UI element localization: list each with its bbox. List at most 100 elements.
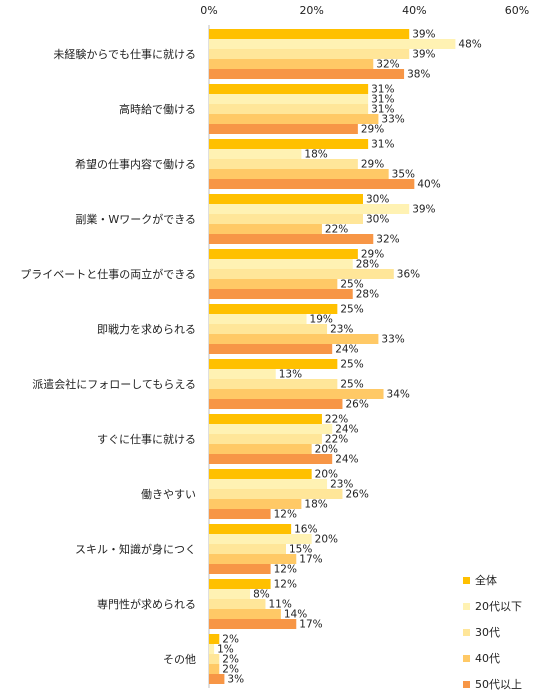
data-label: 30% (366, 214, 389, 226)
bar (209, 84, 369, 94)
legend-swatch (463, 681, 470, 688)
bar (209, 334, 379, 344)
bar (209, 49, 410, 59)
data-label: 17% (299, 554, 322, 566)
bar (209, 644, 215, 654)
data-label: 48% (458, 39, 481, 51)
bar (209, 179, 415, 189)
bar (209, 554, 297, 564)
bar (209, 599, 266, 609)
legend-swatch (463, 577, 470, 584)
bar (209, 224, 322, 234)
data-label: 31% (371, 94, 394, 106)
data-label: 19% (310, 314, 333, 326)
data-label: 32% (376, 59, 399, 71)
bar (209, 379, 338, 389)
data-label: 18% (304, 149, 327, 161)
bar (209, 634, 220, 644)
data-label: 39% (412, 29, 435, 41)
bar (209, 114, 379, 124)
data-label: 33% (381, 334, 404, 346)
x-tick-label: 0% (200, 4, 217, 17)
legend-label: 20代以下 (475, 600, 522, 613)
data-label: 34% (387, 389, 410, 401)
data-label: 28% (356, 289, 379, 301)
data-label: 26% (345, 489, 368, 501)
data-label: 31% (371, 139, 394, 151)
data-label: 12% (274, 509, 297, 521)
bar (209, 344, 333, 354)
bar (209, 359, 338, 369)
category-label: その他 (163, 653, 196, 666)
data-label: 31% (371, 104, 394, 116)
bar (209, 389, 384, 399)
bar (209, 444, 312, 454)
bar (209, 589, 251, 599)
bar (209, 619, 297, 629)
bar (209, 69, 405, 79)
data-label: 2% (222, 664, 239, 676)
category-label: スキル・知識が身につく (75, 542, 196, 556)
data-label: 30% (366, 194, 389, 206)
bar (209, 269, 394, 279)
legend-label: 40代 (475, 652, 500, 665)
data-label: 18% (304, 499, 327, 511)
category-label: 専門性が求められる (97, 597, 196, 611)
data-label: 23% (330, 479, 353, 491)
data-label: 26% (345, 399, 368, 411)
bar (209, 369, 276, 379)
bar (209, 314, 307, 324)
data-label: 22% (325, 414, 348, 426)
bar (209, 159, 358, 169)
data-label: 12% (274, 579, 297, 591)
data-label: 23% (330, 324, 353, 336)
data-label: 39% (412, 204, 435, 216)
data-label: 25% (340, 379, 363, 391)
data-label: 13% (279, 369, 302, 381)
bar (209, 139, 369, 149)
bar (209, 609, 281, 619)
category-label: 希望の仕事内容で働ける (75, 157, 196, 171)
data-label: 3% (227, 674, 244, 686)
bar (209, 324, 328, 334)
category-label: 即戦力を求められる (97, 323, 196, 336)
category-label: 働きやすい (141, 488, 196, 501)
data-label: 25% (340, 279, 363, 291)
data-label: 20% (315, 534, 338, 546)
data-label: 35% (392, 169, 415, 181)
legend-label: 30代 (475, 626, 500, 639)
bar (209, 169, 389, 179)
bar (209, 259, 353, 269)
data-label: 22% (325, 434, 348, 446)
bar (209, 424, 333, 434)
x-tick-label: 40% (402, 4, 426, 17)
legend-label: 全体 (475, 573, 497, 587)
data-label: 29% (361, 249, 384, 261)
bar (209, 499, 302, 509)
bar (209, 124, 358, 134)
bar (209, 434, 322, 444)
data-label: 31% (371, 84, 394, 96)
data-label: 1% (217, 644, 234, 656)
bar (209, 469, 312, 479)
data-label: 33% (381, 114, 404, 126)
x-tick-label: 20% (299, 4, 323, 17)
data-label: 36% (397, 269, 420, 281)
data-label: 14% (284, 609, 307, 621)
data-label: 29% (361, 159, 384, 171)
data-label: 20% (315, 469, 338, 481)
bar (209, 304, 338, 314)
bar (209, 249, 358, 259)
bar (209, 279, 338, 289)
bar (209, 289, 353, 299)
data-label: 39% (412, 49, 435, 61)
bar (209, 39, 456, 49)
bar (209, 94, 369, 104)
legend-swatch (463, 603, 470, 610)
category-label: すぐに仕事に就ける (97, 432, 196, 446)
bar (209, 29, 410, 39)
bar (209, 534, 312, 544)
data-label: 40% (417, 179, 440, 191)
bar (209, 544, 286, 554)
bar (209, 564, 271, 574)
